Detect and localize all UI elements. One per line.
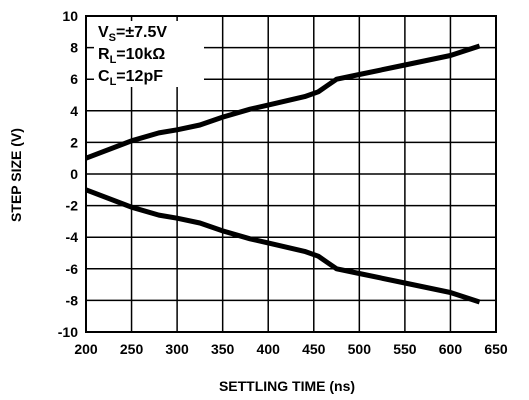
- y-tick-label: -6: [66, 261, 79, 277]
- x-tick-label: 450: [302, 341, 326, 357]
- x-tick-label: 600: [439, 341, 463, 357]
- x-tick-label: 500: [348, 341, 372, 357]
- y-tick-label: -2: [66, 198, 79, 214]
- annotation-line-3: CL=12pF: [98, 68, 163, 88]
- y-tick-label: -10: [58, 324, 78, 340]
- series-line-2: [85, 187, 481, 305]
- y-tick-label: -8: [66, 292, 79, 308]
- x-axis-label: SETTLING TIME (ns): [219, 378, 355, 394]
- x-tick-label: 200: [74, 341, 98, 357]
- y-tick-label: 10: [62, 8, 78, 24]
- y-tick-label: 2: [70, 134, 78, 150]
- y-tick-label: 6: [70, 71, 78, 87]
- x-tick-label: 550: [393, 341, 417, 357]
- conditions-annotation: VS=±7.5V RL=10kΩ CL=12pF: [94, 21, 204, 88]
- y-tick-label: 0: [70, 166, 78, 182]
- y-tick-label: -4: [66, 229, 79, 245]
- series-line-1: [85, 43, 481, 161]
- x-tick-label: 250: [120, 341, 144, 357]
- y-tick-labels: 10 8 6 4 2 0 -2 -4 -6 -8 -10: [58, 8, 78, 340]
- x-tick-label: 300: [165, 341, 189, 357]
- x-tick-labels: 200 250 300 350 400 450 500 550 600 650: [74, 341, 508, 357]
- x-tick-label: 350: [211, 341, 235, 357]
- x-tick-label: 650: [484, 341, 508, 357]
- annotation-line-2: RL=10kΩ: [98, 46, 165, 66]
- plot-frame: [85, 15, 497, 333]
- y-axis-label: STEP SIZE (V): [8, 128, 24, 222]
- annotation-line-1: VS=±7.5V: [98, 24, 167, 44]
- y-tick-label: 4: [70, 103, 78, 119]
- annotation-background: [94, 21, 204, 87]
- series-group: [85, 43, 481, 305]
- y-tick-label: 8: [70, 40, 78, 56]
- x-tick-label: 400: [257, 341, 281, 357]
